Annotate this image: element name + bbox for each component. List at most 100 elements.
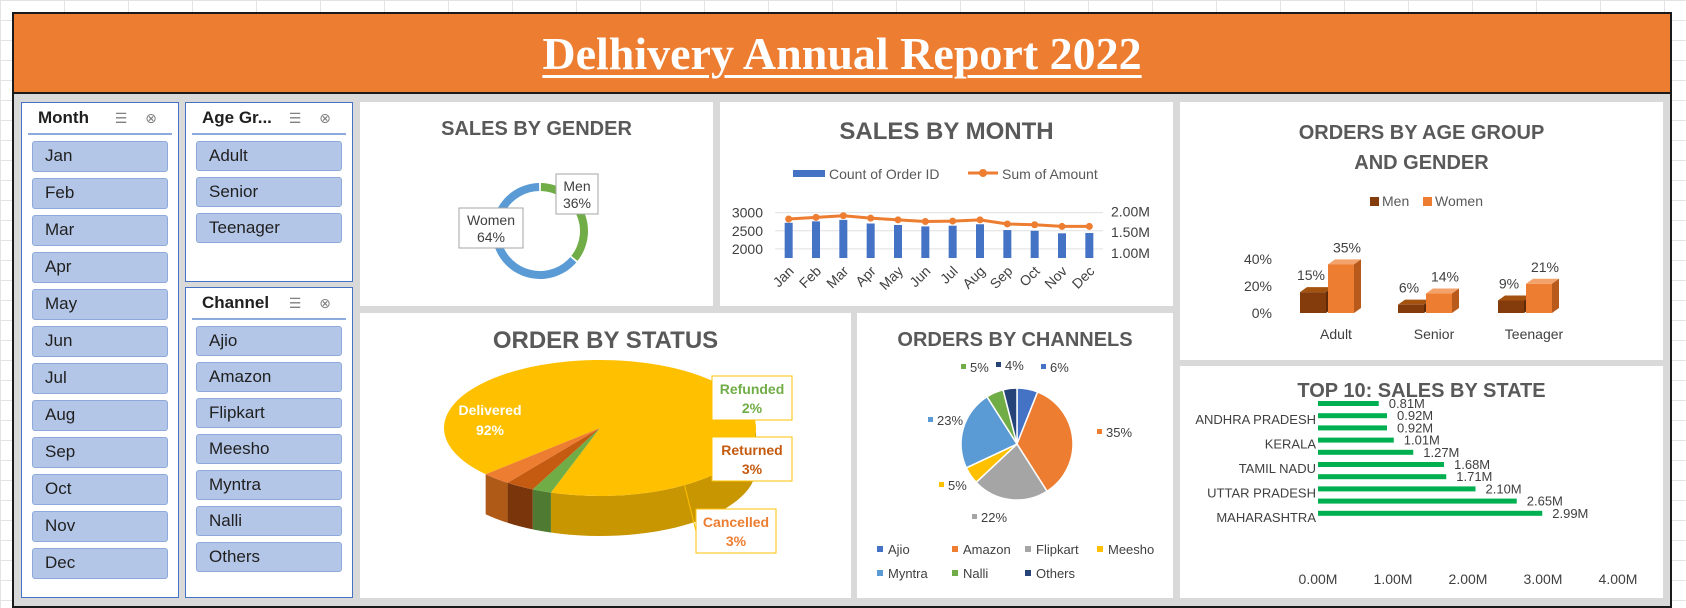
y-axis-tick: TAMIL NADU — [1239, 461, 1316, 476]
y-axis-tick: ANDHRA PRADESH — [1195, 412, 1316, 427]
month-slicer-item-aug[interactable]: Aug — [32, 400, 168, 431]
line-point-oct — [1031, 221, 1039, 229]
label-swatch — [1097, 429, 1102, 434]
bar-state-5 — [1318, 462, 1444, 467]
legend-label: Amazon — [963, 542, 1011, 557]
month-slicer-item-jun[interactable]: Jun — [32, 326, 168, 357]
orders-by-channels-title: ORDERS BY CHANNELS — [897, 329, 1133, 351]
label-swatch — [1041, 364, 1046, 369]
month-slicer-item-jan[interactable]: Jan — [32, 141, 168, 172]
age-group-slicer-header: Age Gr... ☰ ⊗ — [192, 103, 346, 135]
legend-swatch-amazon — [952, 546, 958, 552]
bar-count-jul — [948, 225, 957, 258]
sales-by-gender-title: SALES BY GENDER — [441, 118, 632, 140]
y-axis-tick: MAHARASHTRA — [1216, 510, 1316, 525]
data-label: 36% — [563, 195, 591, 211]
line-point-apr — [867, 214, 875, 222]
y-axis-tick: 40% — [1244, 251, 1272, 267]
age-slicer-item-adult[interactable]: Adult — [196, 141, 342, 171]
multi-select-icon[interactable]: ☰ — [114, 110, 128, 126]
age-slicer-item-senior[interactable]: Senior — [196, 177, 342, 207]
multi-select-icon[interactable]: ☰ — [288, 110, 302, 126]
age-group-slicer-items: Adult Senior Teenager — [186, 141, 352, 243]
orders-by-age-gender-chart: Men Women 40% 20% 0% 15% 35% Adult 6% 14% Senior 9%… — [1244, 193, 1564, 342]
data-label: 1.27M — [1423, 445, 1459, 460]
data-label: 2.10M — [1486, 481, 1522, 496]
month-slicer-header: Month ☰ ⊗ — [28, 103, 172, 135]
label-swatch — [928, 417, 933, 422]
pie-slice-amazon — [1016, 390, 1074, 493]
pie-slice-others — [1002, 387, 1018, 445]
x-axis-tick: Apr — [852, 263, 879, 290]
month-slicer-item-oct[interactable]: Oct — [32, 474, 168, 505]
pie-slice-flipkart — [975, 442, 1049, 501]
month-slicer-item-jul[interactable]: Jul — [32, 363, 168, 394]
channel-slicer-item-others[interactable]: Others — [196, 542, 342, 572]
right-axis-tick: 2.00M — [1111, 204, 1150, 220]
channel-slicer-item-meesho[interactable]: Meesho — [196, 434, 342, 464]
month-slicer-item-dec[interactable]: Dec — [32, 548, 168, 579]
bar-count-jun — [921, 226, 930, 258]
x-axis-tick: Teenager — [1505, 326, 1564, 342]
channel-slicer-item-flipkart[interactable]: Flipkart — [196, 398, 342, 428]
age-slicer-item-teenager[interactable]: Teenager — [196, 213, 342, 243]
left-axis-tick: 2000 — [732, 241, 763, 257]
data-label: 2.99M — [1552, 506, 1588, 521]
x-axis-tick: Aug — [959, 263, 988, 292]
pie-slice-returned — [507, 428, 600, 490]
clear-filter-icon[interactable]: ⊗ — [319, 110, 331, 126]
line-point-jun — [921, 217, 929, 225]
clear-filter-icon[interactable]: ⊗ — [145, 110, 157, 126]
month-slicer-item-apr[interactable]: Apr — [32, 252, 168, 283]
pie-slice-delivered — [443, 360, 756, 496]
category-label: Men — [563, 178, 590, 194]
bar-state-9 — [1318, 510, 1543, 516]
label-swatch — [996, 362, 1001, 367]
month-slicer-item-sep[interactable]: Sep — [32, 437, 168, 468]
x-axis-tick: Senior — [1414, 326, 1455, 342]
title-banner: Delhivery Annual Report 2022 — [14, 14, 1670, 94]
legend-label: Count of Order ID — [829, 166, 940, 182]
channel-slicer-item-nalli[interactable]: Nalli — [196, 506, 342, 536]
pie-side-cancelled — [485, 474, 508, 523]
legend-swatch-ajio — [877, 546, 883, 552]
orders-by-channels-panel: ORDERS BY CHANNELS 6% 35% 22% 5% 23% 5% 4% Ajio… — [857, 313, 1173, 598]
month-slicer-item-mar[interactable]: Mar — [32, 215, 168, 246]
data-label-box — [711, 375, 793, 421]
line-point-jan — [785, 215, 793, 223]
legend-swatch-bar — [793, 170, 825, 177]
line-point-may — [894, 216, 902, 224]
month-slicer-item-may[interactable]: May — [32, 289, 168, 320]
clear-filter-icon[interactable]: ⊗ — [319, 295, 331, 311]
x-axis-tick: Nov — [1041, 263, 1070, 292]
sales-by-state-panel: TOP 10: SALES BY STATE 0.81M 0.92M ANDHRA … — [1180, 366, 1663, 598]
bar-state-8 — [1318, 498, 1517, 504]
bar-count-oct — [1030, 230, 1039, 258]
data-label: 5% — [970, 360, 989, 375]
channel-slicer-item-ajio[interactable]: Ajio — [196, 326, 342, 356]
category-label: Returned — [721, 442, 782, 458]
line-point-jul — [949, 217, 957, 225]
x-axis-tick: 4.00M — [1599, 571, 1638, 587]
channel-slicer-item-myntra[interactable]: Myntra — [196, 470, 342, 500]
channel-slicer-title: Channel — [202, 293, 270, 312]
bar-state-7 — [1318, 486, 1476, 492]
orders-by-channels-chart: 6% 35% 22% 5% 23% 5% 4% Ajio Amazon Flipkart Meesh… — [877, 358, 1154, 581]
legend-label: Ajio — [888, 542, 910, 557]
month-slicer-item-nov[interactable]: Nov — [32, 511, 168, 542]
channel-slicer-item-amazon[interactable]: Amazon — [196, 362, 342, 392]
label-swatch — [939, 482, 944, 487]
multi-select-icon[interactable]: ☰ — [288, 295, 302, 311]
data-label: 35% — [1333, 239, 1361, 255]
pie-side-returned — [507, 482, 533, 530]
month-slicer-title: Month — [38, 108, 89, 127]
month-slicer-item-feb[interactable]: Feb — [32, 178, 168, 209]
data-label: 35% — [1106, 425, 1132, 440]
x-axis-tick: Jun — [906, 263, 933, 290]
data-label: 21% — [1531, 259, 1559, 275]
left-axis-tick: 3000 — [732, 205, 763, 221]
legend-label: Men — [1382, 193, 1409, 209]
bar-count-nov — [1058, 233, 1066, 258]
